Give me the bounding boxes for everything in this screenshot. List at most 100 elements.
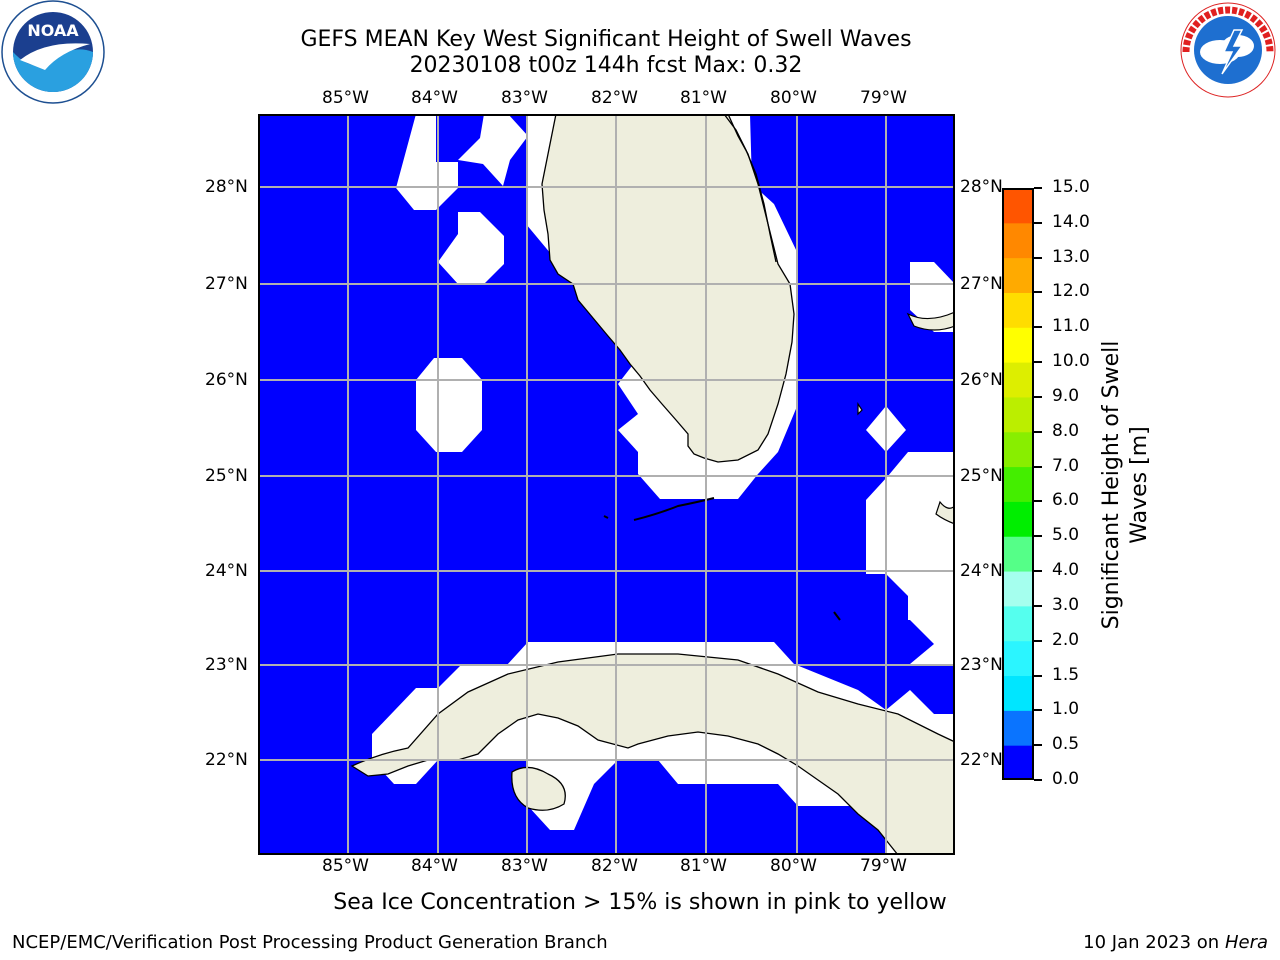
colorbar-tick-mark: [1034, 187, 1042, 189]
lat-label-right: 26°N: [960, 370, 1003, 390]
colorbar-tick-label: 4.0: [1052, 560, 1080, 581]
colorbar-segment: [1002, 605, 1034, 642]
colorbar-tick-label: 14.0: [1052, 211, 1090, 232]
lon-label-top: 84°W: [411, 88, 458, 108]
colorbar-segment: [1002, 675, 1034, 711]
lon-label-bottom: 80°W: [770, 856, 817, 876]
colorbar-svg: [1002, 188, 1034, 781]
colorbar-tick-label: 12.0: [1052, 281, 1090, 302]
colorbar-segment: [1002, 536, 1034, 572]
map-frame: [258, 114, 955, 855]
colorbar-tick-label: 6.0: [1052, 490, 1080, 511]
colorbar-segment: [1002, 396, 1034, 433]
lat-label-left: 23°N: [205, 655, 248, 675]
colorbar-tick-label: 0.0: [1052, 769, 1080, 789]
colorbar-tick-mark: [1034, 604, 1042, 607]
florida-keys: [603, 497, 841, 621]
lat-label-right: 27°N: [960, 274, 1003, 294]
colorbar-tick-label: 8.0: [1052, 420, 1080, 441]
colorbar-segment: [1002, 640, 1034, 677]
lon-label-bottom: 82°W: [591, 856, 638, 876]
colorbar-tick-mark: [1034, 361, 1042, 364]
lat-label-right: 25°N: [960, 466, 1003, 486]
footer-host: Hera: [1224, 932, 1268, 953]
colorbar-tick-mark: [1034, 570, 1042, 573]
lat-label-left: 26°N: [205, 370, 248, 390]
colorbar-tick-label: 10.0: [1052, 351, 1090, 372]
colorbar-segment: [1002, 431, 1034, 468]
colorbar-segment: [1002, 292, 1034, 328]
lat-label-left: 27°N: [205, 274, 248, 294]
colorbar-tick-mark: [1034, 535, 1042, 538]
colorbar-segment: [1002, 745, 1034, 781]
colorbar-tick-mark: [1034, 256, 1042, 259]
colorbar-tick-mark: [1034, 709, 1042, 712]
lon-label-top: 82°W: [591, 88, 638, 108]
colorbar-tick-label: 3.0: [1052, 594, 1080, 615]
map-svg: [258, 113, 956, 856]
colorbar-tick-label: 1.0: [1052, 699, 1080, 720]
lon-label-bottom: 83°W: [501, 856, 548, 876]
lon-label-top: 80°W: [770, 88, 817, 108]
colorbar-tick-label: 0.5: [1052, 734, 1080, 755]
colorbar-segment: [1002, 188, 1034, 224]
colorbar-tick-mark: [1034, 779, 1042, 781]
colorbar-tick-mark: [1034, 674, 1042, 677]
colorbar-tick-label: 5.0: [1052, 525, 1080, 546]
lon-label-top: 81°W: [680, 88, 727, 108]
colorbar-segment: [1002, 501, 1034, 537]
colorbar-label-line1: Significant Height of Swell: [1099, 340, 1124, 630]
colorbar-segment: [1002, 257, 1034, 293]
colorbar-tick-mark: [1034, 430, 1042, 433]
colorbar-tick-label: 2.0: [1052, 629, 1080, 650]
lat-label-right: 28°N: [960, 177, 1003, 197]
colorbar-tick-mark: [1034, 326, 1042, 329]
chart-title: GEFS MEAN Key West Significant Height of…: [256, 27, 956, 79]
colorbar-frame: [1002, 188, 1034, 780]
lon-label-bottom: 79°W: [860, 856, 907, 876]
lon-label-top: 85°W: [322, 88, 369, 108]
colorbar-label: Significant Height of Swell Waves [m]: [1098, 325, 1158, 645]
lon-label-bottom: 81°W: [680, 856, 727, 876]
map-panel: [258, 113, 956, 856]
colorbar-tick-label: 1.5: [1052, 664, 1080, 685]
lon-label-top: 83°W: [501, 88, 548, 108]
lat-label-left: 28°N: [205, 177, 248, 197]
lat-label-right: 24°N: [960, 561, 1003, 581]
title-line1: GEFS MEAN Key West Significant Height of…: [300, 27, 912, 52]
lat-label-left: 25°N: [205, 466, 248, 486]
map-graticule: [258, 114, 955, 855]
lon-label-bottom: 84°W: [411, 856, 458, 876]
lat-label-right: 22°N: [960, 750, 1003, 770]
colorbar-label-line2: Waves [m]: [1127, 426, 1152, 544]
colorbar-tick-mark: [1034, 395, 1042, 398]
lon-label-top: 79°W: [860, 88, 907, 108]
colorbar-segment: [1002, 327, 1034, 363]
lat-label-left: 24°N: [205, 561, 248, 581]
noaa-logo: NOAA: [0, 0, 106, 104]
land-florida: [541, 113, 795, 463]
lon-label-bottom: 85°W: [322, 856, 369, 876]
colorbar-segment: [1002, 710, 1034, 746]
footer-right: 10 Jan 2023 on Hera: [1083, 932, 1268, 953]
colorbar: [1002, 188, 1034, 781]
colorbar-tick-label: 9.0: [1052, 385, 1080, 406]
title-line2: 20230108 t00z 144h fcst Max: 0.32: [409, 53, 803, 78]
colorbar-tick-label: 15.0: [1052, 177, 1090, 197]
lat-label-left: 22°N: [205, 750, 248, 770]
colorbar-tick-mark: [1034, 500, 1042, 503]
colorbar-segment: [1002, 466, 1034, 502]
colorbar-tick-label: 7.0: [1052, 455, 1080, 476]
colorbar-tick-mark: [1034, 291, 1042, 294]
colorbar-tick-label: 11.0: [1052, 316, 1090, 337]
lat-label-right: 23°N: [960, 655, 1003, 675]
colorbar-segment: [1002, 571, 1034, 607]
colorbar-tick-mark: [1034, 744, 1042, 747]
colorbar-tick-mark: [1034, 639, 1042, 642]
footer-date: 10 Jan 2023 on: [1083, 932, 1225, 953]
colorbar-tick-label: 13.0: [1052, 246, 1090, 267]
colorbar-segment: [1002, 222, 1034, 259]
nws-logo: [1176, 0, 1280, 100]
sea-ice-note: Sea Ice Concentration > 15% is shown in …: [333, 890, 947, 915]
noaa-logo-text: NOAA: [27, 21, 79, 40]
